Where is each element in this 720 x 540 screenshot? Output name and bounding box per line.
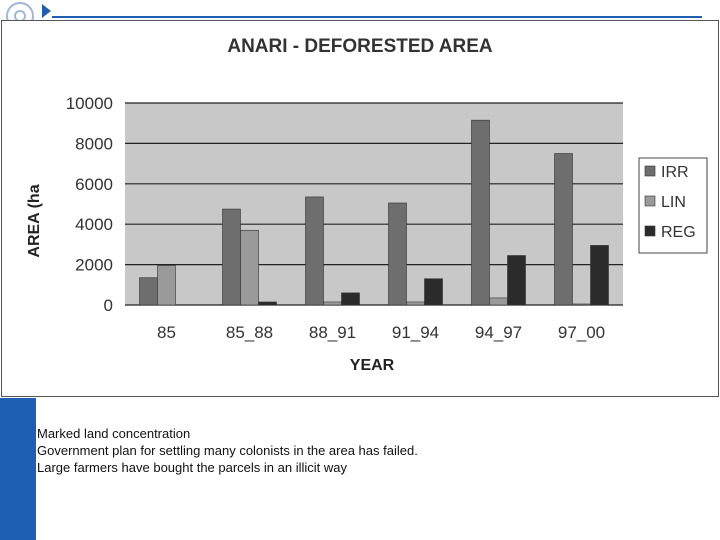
x-axis-label: YEAR	[350, 357, 395, 374]
bar-irr	[388, 202, 407, 306]
bar-lin	[157, 265, 176, 306]
legend-label: REG	[661, 224, 696, 241]
x-tick-label: 85	[157, 323, 176, 342]
bar-lin	[572, 303, 591, 306]
slide-header-band	[0, 0, 720, 22]
left-accent-band	[0, 398, 36, 540]
y-tick-labels: 0 2000 4000 6000 8000 10000	[66, 94, 113, 315]
bar-reg	[341, 292, 360, 306]
legend-label: LIN	[661, 194, 686, 211]
bar-irr	[554, 153, 573, 306]
header-arrow-icon	[42, 4, 51, 18]
gridlines	[125, 102, 623, 306]
bar-reg	[507, 255, 526, 306]
y-tick-label: 10000	[66, 94, 113, 113]
bars	[139, 119, 609, 306]
bar-irr	[305, 196, 324, 306]
x-tick-label: 91_94	[392, 323, 439, 342]
legend-label: IRR	[661, 164, 689, 181]
header-rule	[52, 16, 702, 18]
x-tick-label: 85_88	[226, 323, 273, 342]
y-tick-label: 0	[104, 296, 113, 315]
deforestation-chart: ANARI - DEFORESTED AREA 0 2000 4000 6000 800…	[26, 36, 708, 374]
legend-swatch	[644, 165, 656, 177]
note-line: Government plan for settling many coloni…	[37, 443, 418, 458]
x-tick-label: 94_97	[475, 323, 522, 342]
bar-reg	[424, 278, 443, 306]
x-tick-label: 97_00	[558, 323, 605, 342]
y-tick-label: 4000	[75, 215, 113, 234]
plot-area	[125, 103, 623, 305]
bar-irr	[139, 277, 158, 306]
bar-lin	[489, 297, 508, 306]
slide-notes: Marked land concentration Government pla…	[37, 425, 697, 476]
bar-reg	[590, 245, 609, 306]
chart-title: ANARI - DEFORESTED AREA	[227, 36, 493, 57]
bar-irr	[471, 119, 490, 306]
x-tick-labels: 85 85_88 88_91 91_94 94_97 97_00	[157, 323, 605, 342]
note-line: Large farmers have bought the parcels in…	[37, 460, 347, 475]
y-tick-label: 2000	[75, 256, 113, 275]
bar-lin	[240, 229, 259, 306]
bar-lin	[323, 301, 342, 306]
chart-frame: ANARI - DEFORESTED AREA 0 2000 4000 6000 800…	[1, 20, 719, 397]
y-tick-label: 8000	[75, 134, 113, 153]
legend-swatch	[644, 195, 656, 207]
x-tick-label: 88_91	[309, 323, 356, 342]
bar-lin	[406, 301, 425, 306]
note-line: Marked land concentration	[37, 426, 191, 441]
y-axis-label: AREA (ha	[26, 184, 43, 257]
y-tick-label: 6000	[75, 175, 113, 194]
legend: IRR LIN REG	[638, 157, 708, 254]
legend-swatch	[644, 225, 656, 237]
bar-reg	[258, 301, 277, 306]
bar-irr	[222, 208, 241, 306]
